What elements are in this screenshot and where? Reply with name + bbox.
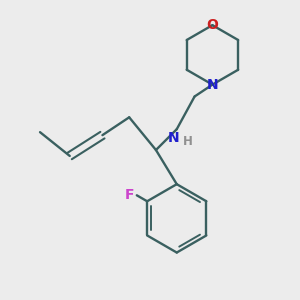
Text: F: F xyxy=(124,188,134,202)
Text: O: O xyxy=(206,18,218,32)
Text: N: N xyxy=(168,131,180,145)
Text: H: H xyxy=(183,135,193,148)
Text: N: N xyxy=(207,78,218,92)
